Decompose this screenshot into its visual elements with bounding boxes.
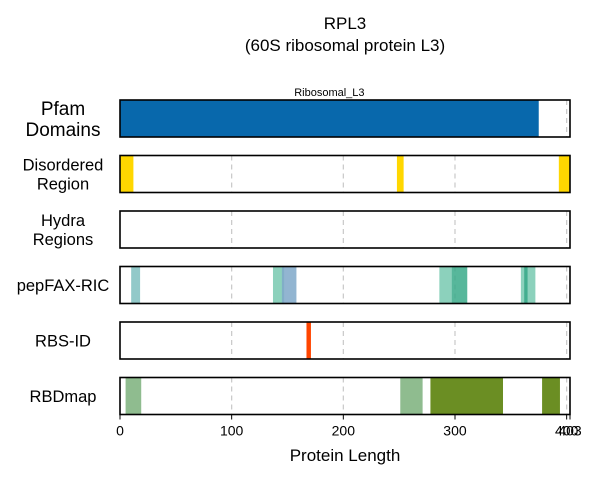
x-tick-label: 100 [220,423,244,439]
region-bar [524,266,528,304]
chart-subtitle: (60S ribosomal protein L3) [245,36,445,55]
chart-title: RPL3 [324,14,367,33]
region-bar [542,377,560,415]
track-frame [119,210,571,249]
track-label: Hydra Regions [33,212,94,249]
track-background [120,322,570,359]
track-background [120,211,570,248]
region-bar [439,266,452,304]
x-tick-label: 0 [116,423,124,439]
track-0: Ribosomal_L3 [119,87,571,138]
region-bar [120,100,539,137]
track-label: RBS-ID [35,332,91,350]
track-4 [119,321,571,360]
track-3 [119,265,571,305]
x-axis-label: Protein Length [290,446,401,465]
region-bar [120,155,134,193]
region-bar [131,266,141,304]
track-frame [119,265,571,305]
x-tick-label: 300 [443,423,467,439]
x-tick-label: 400 [555,423,579,439]
x-tick-label: 200 [332,423,356,439]
track-label: Disordered Region [23,156,104,193]
track-5 [119,376,571,416]
track-background [120,155,570,193]
region-bar [400,377,423,415]
track-label: RBDmap [30,388,97,406]
track-1 [119,154,571,194]
track-frame [119,99,571,138]
track-frame [119,376,571,416]
track-label: Pfam Domains [26,99,101,141]
region-bar [430,377,504,415]
region-bar [520,266,536,304]
region-bar [451,266,468,304]
track-frame [119,154,571,194]
track-label: pepFAX-RIC [17,277,110,295]
region-bar [272,266,285,304]
tracks-layer: Ribosomal_L3 Pfam Domains Disordered Region H… [17,87,571,416]
region-bar [306,322,311,359]
track-background [120,266,570,304]
region-bar [558,155,570,193]
region-bar [281,266,297,304]
region-bar [125,377,142,415]
x-tick-label: 403 [558,423,582,439]
region-label: Ribosomal_L3 [294,87,364,99]
track-2 [119,210,571,249]
track-frame [119,321,571,360]
region-bar [396,155,404,193]
